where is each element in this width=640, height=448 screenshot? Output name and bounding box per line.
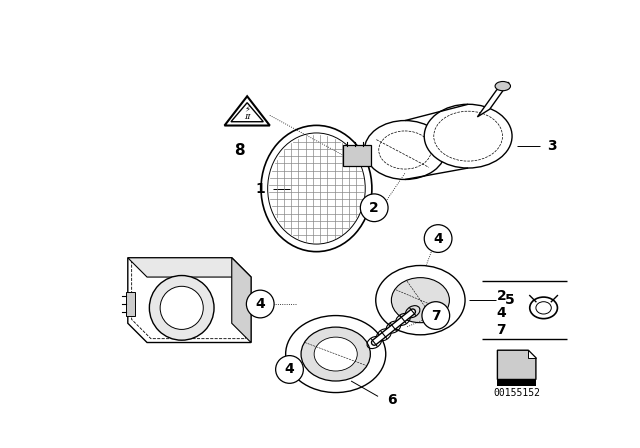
Ellipse shape [495, 82, 511, 91]
Text: 1: 1 [255, 181, 265, 195]
Ellipse shape [376, 266, 465, 335]
Text: 4: 4 [255, 297, 265, 311]
Text: 2: 2 [369, 201, 379, 215]
Text: II: II [244, 113, 250, 121]
FancyBboxPatch shape [342, 146, 371, 166]
Text: ⚡: ⚡ [244, 105, 250, 114]
Text: 8: 8 [234, 142, 244, 158]
Text: 7: 7 [431, 309, 440, 323]
Bar [126, 293, 136, 315]
Polygon shape [497, 350, 536, 379]
Circle shape [424, 225, 452, 252]
Text: 00155152: 00155152 [493, 388, 540, 397]
Bar [497, 379, 536, 386]
Circle shape [422, 302, 450, 329]
Polygon shape [232, 258, 251, 343]
Polygon shape [477, 82, 509, 117]
Text: 7: 7 [497, 323, 506, 337]
Circle shape [246, 290, 274, 318]
Text: 2: 2 [497, 289, 506, 303]
Ellipse shape [364, 121, 445, 180]
Text: 4: 4 [433, 232, 443, 246]
Polygon shape [128, 258, 251, 343]
Ellipse shape [301, 327, 371, 381]
Text: 6: 6 [387, 393, 397, 407]
Circle shape [276, 356, 303, 383]
Ellipse shape [392, 278, 449, 323]
Ellipse shape [314, 337, 357, 371]
Text: 4: 4 [497, 306, 506, 320]
Ellipse shape [149, 276, 214, 340]
Ellipse shape [261, 125, 372, 252]
Ellipse shape [160, 286, 204, 329]
Ellipse shape [424, 104, 512, 168]
Text: 3: 3 [547, 139, 557, 153]
Circle shape [360, 194, 388, 222]
Ellipse shape [285, 315, 386, 392]
Text: 5: 5 [505, 293, 515, 307]
Polygon shape [528, 350, 536, 358]
Text: 4: 4 [285, 362, 294, 376]
Polygon shape [128, 258, 251, 277]
